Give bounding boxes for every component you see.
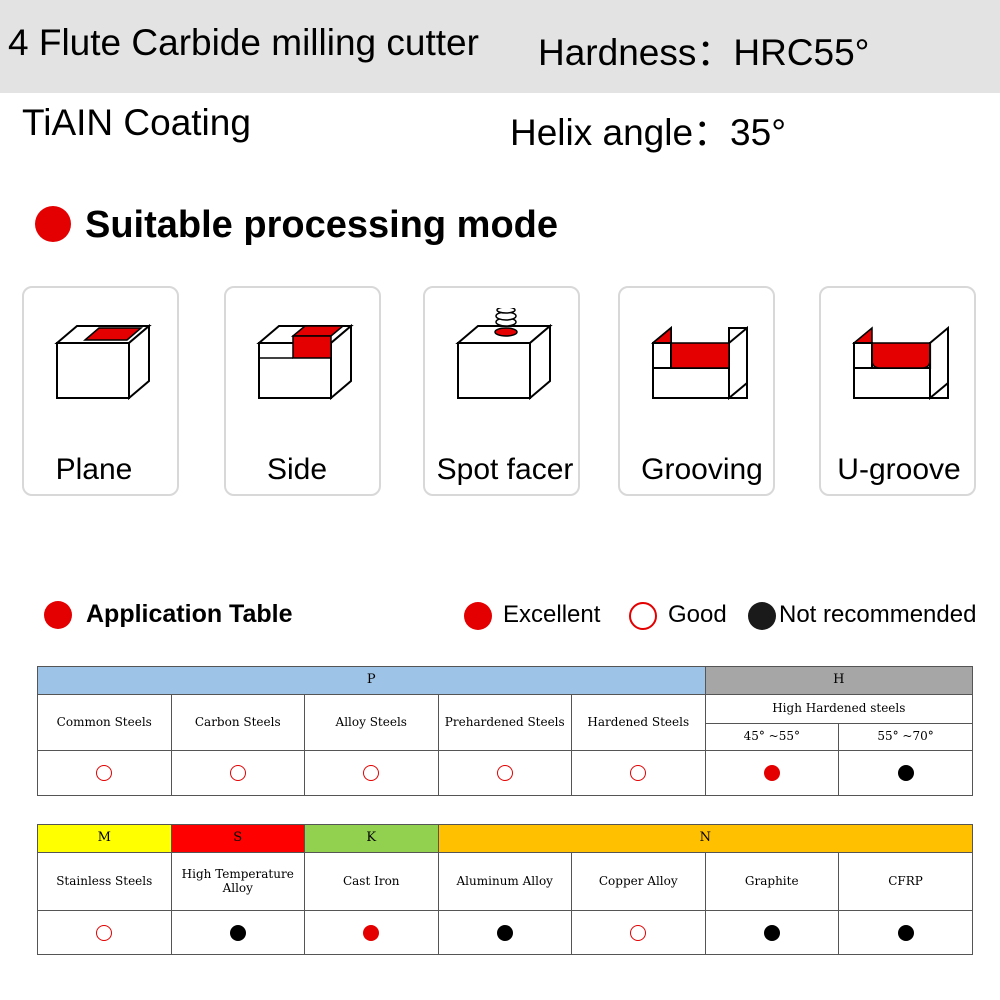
group-header-k: K	[305, 825, 439, 853]
rating-icon	[230, 925, 246, 941]
plane-icon	[49, 308, 159, 403]
group-header-m: M	[38, 825, 172, 853]
rating-cell	[839, 911, 973, 955]
rating-cell	[438, 751, 572, 796]
hardness-range-cell: 45° ~55°	[705, 724, 839, 751]
rating-row-2	[38, 911, 973, 955]
mode-label-plane: Plane	[56, 453, 133, 487]
rating-cell	[305, 751, 439, 796]
rating-icon	[898, 765, 914, 781]
legend-excellent: Excellent	[503, 601, 600, 629]
product-title: 4 Flute Carbide milling cutter	[8, 22, 479, 64]
mode-label-grooving: Grooving	[641, 453, 763, 487]
coating-spec: TiAIN Coating	[22, 102, 251, 144]
application-bullet-icon	[44, 601, 72, 629]
material-cell: Graphite	[705, 853, 839, 911]
material-cell: Cast Iron	[305, 853, 439, 911]
rating-cell	[705, 751, 839, 796]
grooving-icon	[645, 308, 755, 403]
rating-icon	[96, 925, 112, 941]
hardness-spec: Hardness：HRC55°	[538, 22, 869, 76]
hardness-range-cell: 55° ~70°	[839, 724, 973, 751]
rating-icon	[764, 925, 780, 941]
application-table-2: M S K N Stainless Steels High Temperatur…	[37, 824, 973, 955]
rating-icon	[96, 765, 112, 781]
helix-spec: Helix angle：35°	[510, 102, 786, 156]
application-table-title: Application Table	[86, 600, 293, 629]
material-cell: Alloy Steels	[305, 695, 439, 751]
mode-label-u-groove: U-groove	[837, 453, 960, 487]
spot-facer-icon	[450, 308, 560, 403]
rating-cell	[572, 911, 706, 955]
rating-icon	[630, 925, 646, 941]
material-cell: Stainless Steels	[38, 853, 172, 911]
material-cell: Hardened Steels	[572, 695, 706, 751]
group-header-n: N	[438, 825, 973, 853]
legend-not-recommended: Not recommended	[779, 601, 976, 629]
rating-icon	[898, 925, 914, 941]
section-bullet-icon	[35, 206, 71, 242]
rating-cell	[171, 751, 305, 796]
group-header-p: P	[38, 667, 706, 695]
rating-cell	[839, 751, 973, 796]
not-recommended-icon	[748, 602, 776, 630]
material-cell: Common Steels	[38, 695, 172, 751]
rating-cell	[38, 911, 172, 955]
mode-label-side: Side	[267, 453, 327, 487]
rating-cell	[38, 751, 172, 796]
rating-icon	[630, 765, 646, 781]
mode-label-spot-facer: Spot facer	[437, 453, 574, 487]
rating-cell	[171, 911, 305, 955]
rating-cell	[572, 751, 706, 796]
side-icon	[251, 308, 361, 403]
rating-icon	[363, 925, 379, 941]
processing-section-title: Suitable processing mode	[85, 204, 558, 247]
material-cell: Prehardened Steels	[438, 695, 572, 751]
high-hardened-header: High Hardened steels	[705, 695, 973, 724]
u-groove-icon	[846, 308, 956, 403]
good-icon	[629, 602, 657, 630]
group-header-s: S	[171, 825, 305, 853]
material-cell: Aluminum Alloy	[438, 853, 572, 911]
material-cell: High Temperature Alloy	[171, 853, 305, 911]
legend-good: Good	[668, 601, 727, 629]
rating-icon	[497, 925, 513, 941]
rating-cell	[438, 911, 572, 955]
material-cell: Copper Alloy	[572, 853, 706, 911]
rating-icon	[497, 765, 513, 781]
application-table-1: P H Common Steels Carbon Steels Alloy St…	[37, 666, 973, 796]
excellent-icon	[464, 602, 492, 630]
rating-row-1	[38, 751, 973, 796]
rating-icon	[363, 765, 379, 781]
rating-icon	[230, 765, 246, 781]
material-cell: CFRP	[839, 853, 973, 911]
header-banner: 4 Flute Carbide milling cutter Hardness：…	[0, 0, 1000, 93]
rating-cell	[305, 911, 439, 955]
group-header-h: H	[705, 667, 973, 695]
rating-cell	[705, 911, 839, 955]
material-cell: Carbon Steels	[171, 695, 305, 751]
rating-icon	[764, 765, 780, 781]
